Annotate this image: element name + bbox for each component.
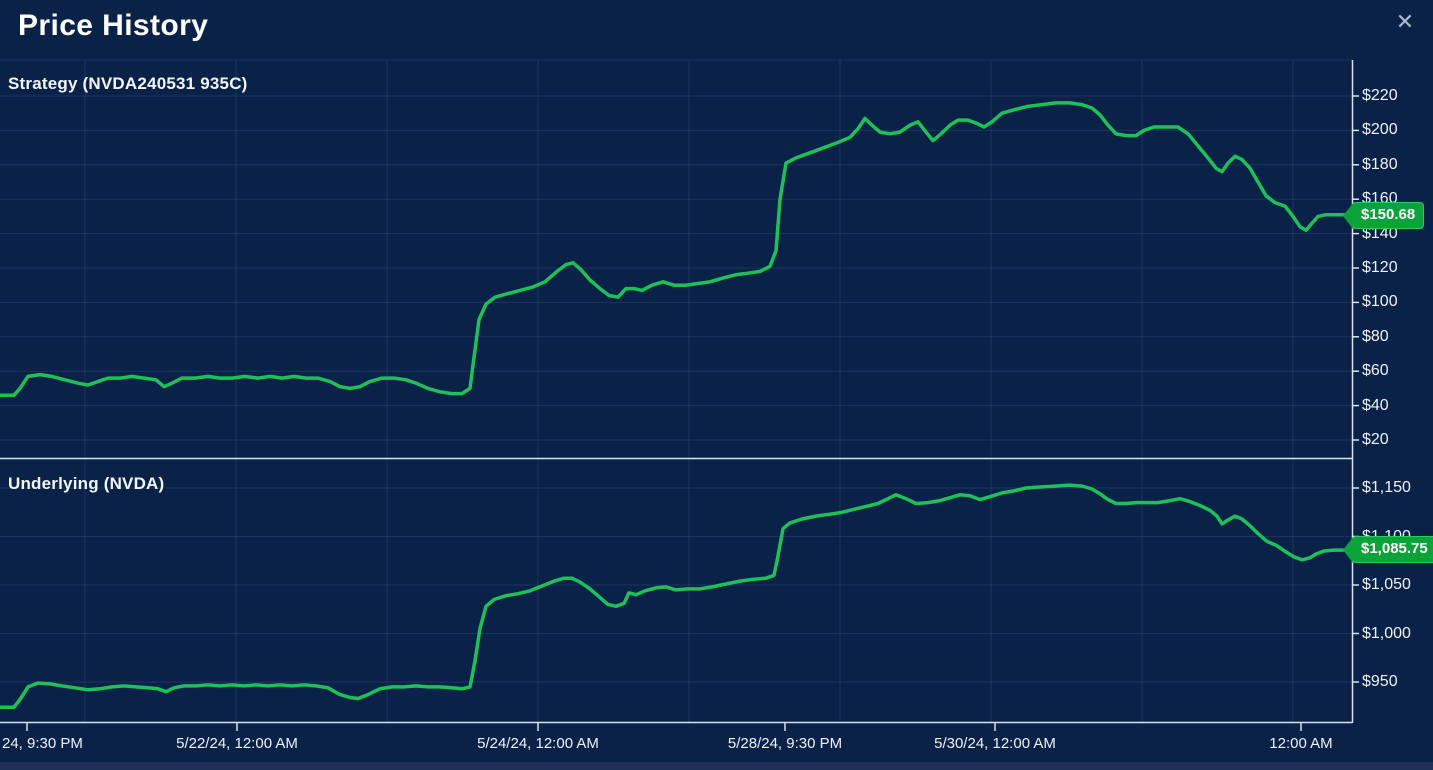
y-axis-label: $20 (1362, 431, 1389, 448)
y-axis-label: $200 (1362, 121, 1398, 139)
strategy-last-price-badge: $150.68 (1352, 202, 1425, 229)
y-axis-label: $40 (1362, 396, 1389, 414)
y-axis-label: $220 (1362, 87, 1398, 104)
last-price-label: $150.68 (1361, 206, 1416, 223)
x-axis-label: 24, 9:30 PM (2, 735, 83, 752)
y-axis-label: $180 (1362, 155, 1398, 173)
x-axis-label: 5/30/24, 12:00 AM (934, 735, 1056, 752)
x-axis-label: 5/22/24, 12:00 AM (176, 735, 298, 752)
y-axis-label: $1,150 (1362, 479, 1411, 496)
y-axis-label: $60 (1362, 362, 1389, 380)
close-button[interactable]: ✕ (1389, 6, 1421, 38)
panel-title-underlying: Underlying (NVDA) (8, 474, 165, 493)
y-axis-label: $950 (1362, 673, 1398, 690)
x-axis-label: 5/28/24, 9:30 PM (727, 735, 843, 752)
page-title: Price History (18, 9, 209, 42)
y-axis-label: $100 (1362, 293, 1398, 311)
y-axis-label: $1,050 (1362, 576, 1411, 593)
underlying-last-price-badge: $1,085.75 (1352, 536, 1433, 563)
x-axis-label: 12:00 AM (1269, 735, 1333, 752)
panel-title-strategy: Strategy (NVDA240531 935C) (8, 74, 248, 93)
footer-strip (0, 762, 1433, 770)
underlying-price-line (0, 483, 1354, 709)
y-axis-label: $80 (1362, 327, 1389, 345)
strategy-price-line (0, 101, 1354, 398)
close-icon: ✕ (1395, 9, 1415, 34)
y-axis-label: $120 (1362, 259, 1398, 276)
y-axis-label: $1,000 (1362, 624, 1411, 642)
x-axis-label: 5/24/24, 12:00 AM (477, 735, 599, 752)
last-price-label: $1,085.75 (1361, 540, 1428, 557)
